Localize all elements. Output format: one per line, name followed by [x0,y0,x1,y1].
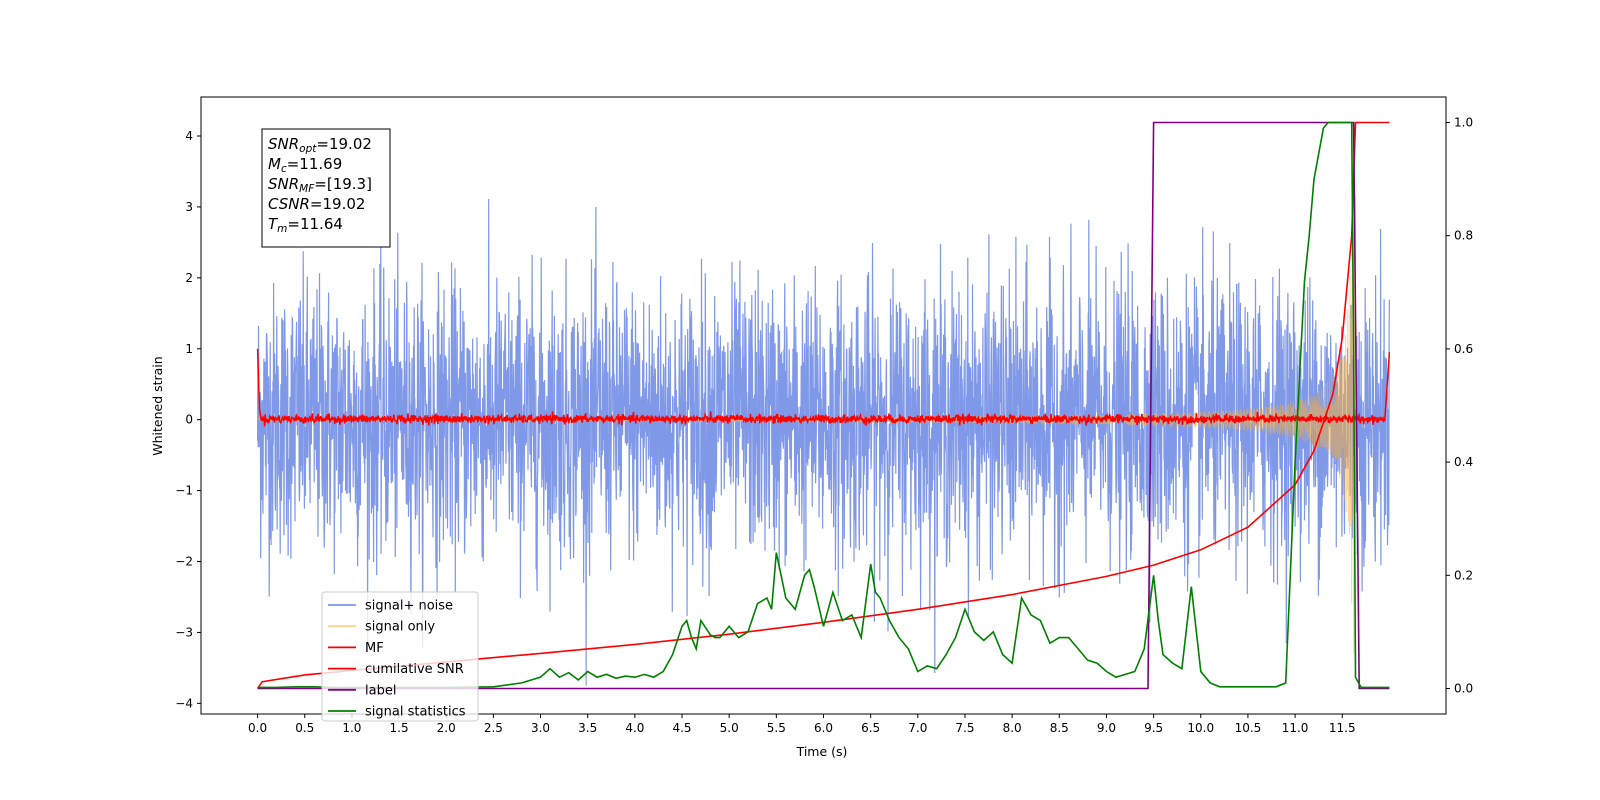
legend-label: MF [365,641,384,656]
y2-tick-label: 0.8 [1454,229,1473,243]
x-tick-label: 2.5 [484,721,503,735]
legend-frame [321,591,479,722]
legend: signal+ noise signal only MF cumilative SNR… [321,591,479,722]
x-tick-label: 1.5 [390,721,409,735]
legend-label: signal only [365,620,435,635]
y-tick-label: 4 [185,129,193,143]
y-axis-right: 1.0 0.8 0.6 0.4 0.2 0.0 [1446,115,1473,696]
legend-label: cumilative SNR [365,662,464,677]
y2-tick-label: 1.0 [1454,115,1473,129]
x-tick-label: 0.5 [295,721,314,735]
series-signal-statistics [257,121,1390,689]
y-tick-label: −4 [175,696,193,710]
x-tick-label: 3.5 [578,721,597,735]
x-tick-label: 7.0 [908,721,927,735]
x-axis: 0.0 0.5 1.0 1.5 2.0 2.5 3.0 3.5 4.0 4.5 5.0 5.5 6.0 6… [248,714,1356,735]
x-tick-label: 2.0 [437,721,456,735]
y-axis-left: 4 3 2 1 0 −1 −2 −3 −4 [175,129,201,710]
legend-label: label [365,683,396,698]
x-tick-label: 7.5 [955,721,974,735]
x-tick-label: 1.0 [342,721,361,735]
x-tick-label: 8.5 [1050,721,1069,735]
annotation-line: Tm=11.64 [268,215,343,235]
y2-tick-label: 0.6 [1454,342,1473,356]
y-tick-label: 0 [185,413,193,427]
x-tick-label: 11.5 [1329,721,1356,735]
y-tick-label: −3 [175,625,193,639]
annotation-line: CSNR=19.02 [268,195,365,213]
y2-tick-label: 0.0 [1454,682,1473,696]
legend-label: signal statistics [365,705,466,720]
series-signal-noise [257,198,1390,686]
annotation-box: SNRopt=19.02Mc=11.69SNRMF=[19.3]CSNR=19.… [261,128,391,248]
y-tick-label: 1 [185,342,193,356]
x-axis-label: Time (s) [796,744,848,759]
y-axis-label: Whitened strain [150,356,165,455]
annotation-line: SNRopt=19.02 [268,135,372,155]
y-tick-label: −1 [175,484,193,498]
x-tick-label: 10.0 [1187,721,1214,735]
x-tick-label: 10.5 [1235,721,1262,735]
y-tick-label: 3 [185,200,193,214]
x-tick-label: 6.5 [861,721,880,735]
x-tick-label: 11.0 [1282,721,1309,735]
y-tick-label: −2 [175,555,193,569]
y-tick-label: 2 [185,271,193,285]
x-tick-label: 5.0 [720,721,739,735]
x-tick-label: 4.0 [625,721,644,735]
annotation-line: Mc=11.69 [268,155,342,175]
y2-tick-label: 0.4 [1454,455,1473,469]
y2-tick-label: 0.2 [1454,568,1473,582]
annotation-frame [261,128,391,248]
x-tick-label: 8.0 [1003,721,1022,735]
x-tick-label: 6.0 [814,721,833,735]
series-mf [256,348,1391,427]
x-tick-label: 0.0 [248,721,267,735]
series-label [257,121,1390,690]
x-tick-label: 5.5 [767,721,786,735]
x-tick-label: 9.0 [1097,721,1116,735]
x-tick-label: 4.5 [672,721,691,735]
legend-label: signal+ noise [365,599,453,614]
x-tick-label: 9.5 [1144,721,1163,735]
x-tick-label: 3.0 [531,721,550,735]
annotation-line: SNRMF=[19.3] [268,175,372,195]
